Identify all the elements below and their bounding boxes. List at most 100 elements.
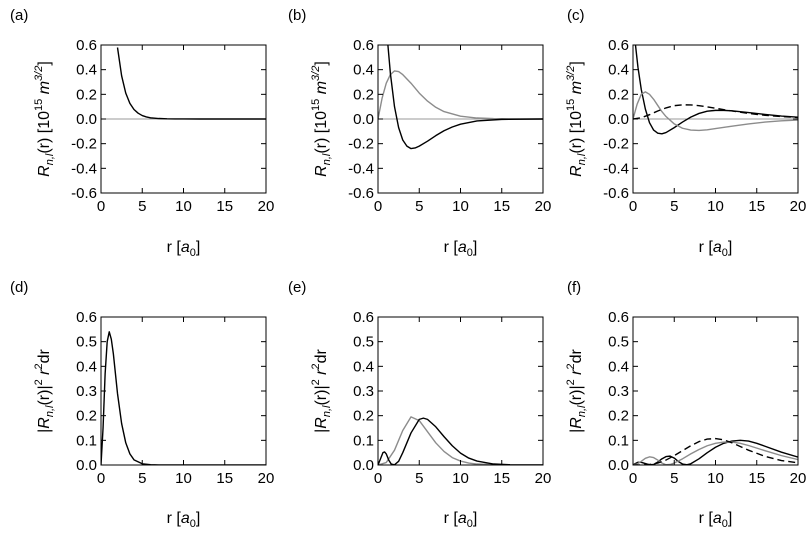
panel-d: (d) 0 5 10 15 20 0.0 0.1 0.2 0.3 0.4 0.5 0.6 r [a0] |R… bbox=[10, 279, 274, 530]
plot-frame bbox=[377, 316, 544, 466]
series-line-a-0 bbox=[116, 47, 266, 120]
y-tick-label: 0.5 bbox=[353, 334, 374, 351]
x-tick-label: 15 bbox=[748, 470, 765, 487]
y-tick-label: 0.6 bbox=[76, 309, 97, 326]
x-tick-label: 20 bbox=[790, 470, 807, 487]
y-tick-label: 0.6 bbox=[608, 309, 629, 326]
panel-label-f: (f) bbox=[567, 279, 581, 296]
panel-label-e: (e) bbox=[288, 279, 306, 296]
x-tick-label: 5 bbox=[670, 470, 678, 487]
x-tick-label: 10 bbox=[175, 470, 192, 487]
panel-c: (c) 0 5 10 15 20 -0.6 -0.4 -0.2 0.0 0.2 0.4 0.6 r [a0… bbox=[565, 7, 806, 259]
y-tick-label: 0.0 bbox=[353, 111, 374, 128]
series-line-f-2 bbox=[633, 437, 798, 465]
y-tick-label: 0.1 bbox=[608, 432, 629, 449]
y-tick-label: 0.3 bbox=[76, 383, 97, 400]
y-tick-label: 0.2 bbox=[76, 408, 97, 425]
x-tick-label: 10 bbox=[452, 198, 469, 215]
y-tick-label: 0.2 bbox=[608, 86, 629, 103]
x-tick-label: 10 bbox=[707, 198, 724, 215]
panel-label-c: (c) bbox=[567, 7, 585, 24]
x-tick-label: 5 bbox=[415, 198, 423, 215]
series-line-c-0 bbox=[634, 45, 798, 135]
x-tick-label: 10 bbox=[707, 470, 724, 487]
x-tick-label: 20 bbox=[258, 198, 275, 215]
y-tick-label: -0.2 bbox=[71, 136, 97, 153]
y-tick-label: -0.4 bbox=[603, 160, 629, 177]
x-tick-label: 10 bbox=[175, 198, 192, 215]
y-tick-label: 0.0 bbox=[608, 111, 629, 128]
y-axis-label: |Rn,l(r)|2 r2dr bbox=[310, 348, 333, 432]
x-axis-label: r [a0] bbox=[444, 239, 478, 259]
panel-label-a: (a) bbox=[10, 7, 28, 24]
x-tick-label: 15 bbox=[216, 198, 233, 215]
y-tick-label: 0.1 bbox=[76, 432, 97, 449]
x-tick-label: 10 bbox=[452, 470, 469, 487]
y-tick-label: 0.6 bbox=[76, 37, 97, 54]
series-line-b-1 bbox=[387, 45, 543, 150]
y-tick-label: 0.6 bbox=[353, 37, 374, 54]
y-tick-label: -0.6 bbox=[348, 185, 374, 202]
panel-e: (e) 0 5 10 15 20 0.0 0.1 0.2 0.3 0.4 0.5 0.6 r [a0] |R… bbox=[288, 279, 551, 530]
y-axis-label: Rn,l(r) [1015 m3/2] bbox=[565, 61, 588, 177]
y-tick-label: -0.2 bbox=[603, 136, 629, 153]
x-axis-label: r [a0] bbox=[699, 510, 733, 530]
y-tick-label: 0.4 bbox=[76, 358, 97, 375]
x-tick-label: 15 bbox=[493, 198, 510, 215]
x-tick-label: 0 bbox=[97, 198, 105, 215]
x-tick-label: 0 bbox=[629, 198, 637, 215]
x-tick-label: 5 bbox=[415, 470, 423, 487]
y-tick-label: 0.5 bbox=[76, 334, 97, 351]
x-tick-label: 20 bbox=[535, 198, 552, 215]
x-axis-label: r [a0] bbox=[699, 239, 733, 259]
panel-label-d: (d) bbox=[10, 279, 28, 296]
y-tick-label: 0.4 bbox=[353, 62, 374, 79]
y-tick-label: 0.3 bbox=[608, 383, 629, 400]
y-tick-label: 0.0 bbox=[608, 457, 629, 474]
x-tick-label: 15 bbox=[493, 470, 510, 487]
y-tick-label: -0.6 bbox=[71, 185, 97, 202]
y-tick-label: 0.0 bbox=[76, 111, 97, 128]
panel-f: (f) 0 5 10 15 20 0.0 0.1 0.2 0.3 0.4 0.5 0.6 r [a0] |R… bbox=[565, 279, 806, 530]
y-tick-label: 0.4 bbox=[353, 358, 374, 375]
x-tick-label: 5 bbox=[138, 198, 146, 215]
y-tick-label: 0.2 bbox=[76, 86, 97, 103]
series-line-f-0 bbox=[633, 439, 798, 465]
x-tick-label: 5 bbox=[670, 198, 678, 215]
x-tick-label: 0 bbox=[374, 470, 382, 487]
y-tick-label: 0.4 bbox=[608, 358, 629, 375]
series-line-c-2 bbox=[633, 104, 798, 120]
x-axis-label: r [a0] bbox=[167, 510, 201, 530]
y-tick-label: 0.1 bbox=[353, 432, 374, 449]
y-tick-label: -0.2 bbox=[348, 136, 374, 153]
series-line-d-0 bbox=[101, 331, 266, 465]
y-tick-label: 0.6 bbox=[608, 37, 629, 54]
x-tick-label: 20 bbox=[258, 470, 275, 487]
x-tick-label: 0 bbox=[374, 198, 382, 215]
y-axis-label: |Rn,l(r)|2 r2dr bbox=[33, 348, 56, 432]
panel-a: (a) 0 5 10 15 20 -0.6 -0.4 -0.2 0.0 0.2 0.4 0.6 r [a0… bbox=[10, 7, 274, 259]
x-tick-label: 0 bbox=[97, 470, 105, 487]
y-tick-label: 0.4 bbox=[608, 62, 629, 79]
y-tick-label: 0.4 bbox=[76, 62, 97, 79]
y-tick-label: 0.5 bbox=[608, 334, 629, 351]
x-tick-label: 20 bbox=[790, 198, 807, 215]
series-line-c-1 bbox=[633, 91, 798, 132]
y-tick-label: -0.4 bbox=[71, 160, 97, 177]
y-tick-label: -0.6 bbox=[603, 185, 629, 202]
y-tick-label: 0.3 bbox=[353, 383, 374, 400]
y-tick-label: -0.4 bbox=[348, 160, 374, 177]
y-tick-label: 0.0 bbox=[76, 457, 97, 474]
y-tick-label: 0.6 bbox=[353, 309, 374, 326]
x-tick-label: 5 bbox=[138, 470, 146, 487]
y-axis-label: |Rn,l(r)|2 r2dr bbox=[565, 348, 588, 432]
series-line-f-1 bbox=[633, 441, 798, 465]
y-axis-label: Rn,l(r) [1015 m3/2] bbox=[310, 61, 333, 177]
x-tick-label: 0 bbox=[629, 470, 637, 487]
x-tick-label: 20 bbox=[535, 470, 552, 487]
x-axis-label: r [a0] bbox=[167, 239, 201, 259]
x-tick-label: 15 bbox=[216, 470, 233, 487]
y-tick-label: 0.2 bbox=[353, 408, 374, 425]
x-tick-label: 15 bbox=[748, 198, 765, 215]
